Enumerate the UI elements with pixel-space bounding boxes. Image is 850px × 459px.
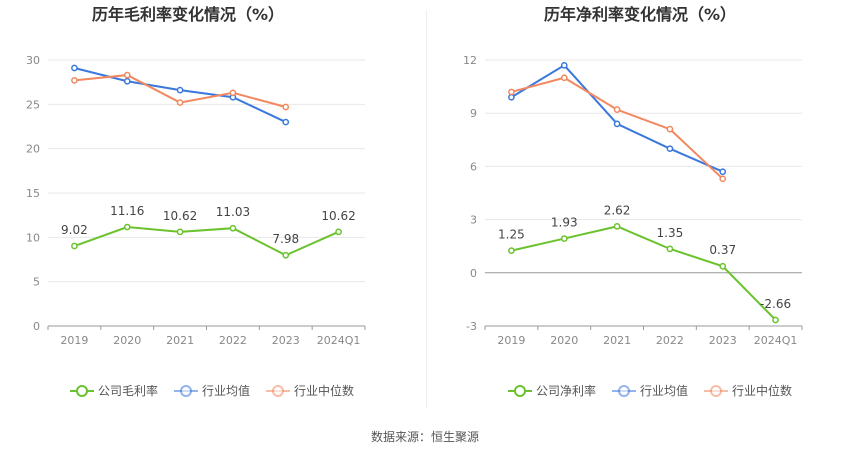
data-source-note: 数据来源：恒生聚源	[370, 430, 479, 444]
legend-label: 行业均值	[640, 383, 688, 398]
data-point-industry_median	[508, 88, 515, 96]
series-line-company	[511, 225, 777, 321]
data-point-industry_avg	[560, 61, 568, 69]
data-point-company	[229, 224, 237, 232]
chart-title: 历年净利率变化情况（%）	[544, 5, 736, 24]
y-tick-label: -3	[466, 320, 477, 333]
series-line-industry_median	[511, 76, 724, 180]
series-line-industry_avg	[74, 67, 287, 123]
data-point-company	[176, 228, 184, 236]
y-tick-label: 25	[26, 98, 40, 111]
data-point-industry_median	[282, 103, 290, 111]
y-tick-label: 12	[463, 54, 477, 67]
data-point-company	[666, 245, 674, 253]
data-point-industry_median	[123, 71, 131, 79]
data-point-industry_avg	[71, 64, 78, 72]
x-tick-label: 2024Q1	[317, 334, 361, 347]
chart-panel-2: 历年净利率变化情况（%） -3 0 3 6 9 12 2019 2020 2021 2022 2023…	[463, 5, 803, 398]
legend-item-industry_avg: 行业均值	[612, 383, 688, 398]
legend-marker	[514, 385, 526, 397]
x-tick-label: 2023	[272, 334, 300, 347]
data-label: 1.93	[551, 216, 578, 230]
data-point-industry_avg	[666, 145, 674, 153]
legend-marker	[272, 385, 284, 397]
legend-label: 行业中位数	[732, 383, 792, 398]
legend-item-industry_avg: 行业均值	[174, 383, 250, 398]
data-point-company	[613, 222, 621, 230]
data-point-industry_median	[71, 77, 78, 84]
data-point-company	[123, 223, 131, 231]
y-tick-label: 0	[470, 267, 477, 280]
x-tick-label: 2021	[166, 334, 194, 347]
legend-item-company: 公司净利率	[508, 383, 596, 398]
x-tick-label: 2019	[497, 334, 525, 347]
data-point-industry_avg	[719, 168, 727, 176]
data-point-company	[71, 242, 78, 250]
x-tick-label: 2019	[60, 334, 88, 347]
data-point-industry_avg	[176, 86, 184, 94]
x-tick-label: 2024Q1	[754, 334, 798, 347]
data-point-company	[282, 251, 290, 259]
y-tick-label: 5	[33, 276, 40, 289]
data-label: 1.25	[498, 228, 525, 242]
data-point-industry_median	[176, 99, 184, 106]
y-tick-label: 3	[470, 214, 477, 227]
data-label: 11.03	[216, 205, 250, 219]
legend-marker	[76, 385, 88, 397]
x-tick-label: 2022	[219, 334, 247, 347]
data-point-industry_median	[719, 175, 727, 183]
data-label: -2.66	[760, 297, 791, 311]
data-point-industry_median	[666, 125, 674, 133]
legend-item-industry_median: 行业中位数	[266, 383, 354, 398]
data-point-company	[772, 316, 779, 324]
data-point-industry_avg	[508, 93, 515, 101]
y-tick-label: 9	[470, 107, 477, 120]
data-point-industry_median	[560, 74, 568, 82]
y-tick-label: 20	[26, 143, 40, 156]
y-tick-label: 15	[26, 187, 40, 200]
data-point-company	[560, 235, 568, 242]
x-tick-label: 2023	[709, 334, 737, 347]
data-point-company	[335, 228, 342, 236]
chart-title: 历年毛利率变化情况（%）	[92, 5, 284, 24]
data-point-industry_median	[613, 106, 621, 114]
data-label: 0.37	[709, 243, 736, 257]
chart-panel-1: 历年毛利率变化情况（%） 0 5 10 15 20 25 30 2019 2020 2021 2022…	[26, 5, 366, 398]
y-tick-label: 6	[470, 160, 477, 173]
data-label: 10.62	[163, 209, 197, 223]
x-tick-label: 2020	[113, 334, 141, 347]
data-point-industry_avg	[123, 77, 131, 85]
legend-item-industry_median: 行业中位数	[704, 383, 792, 398]
legend-marker	[180, 385, 192, 397]
legend-label: 公司净利率	[536, 383, 596, 398]
x-tick-label: 2020	[550, 334, 578, 347]
data-point-industry_avg	[613, 120, 621, 128]
y-tick-label: 0	[33, 320, 40, 333]
x-tick-label: 2022	[656, 334, 684, 347]
y-tick-label: 30	[26, 54, 40, 67]
data-point-company	[719, 262, 727, 270]
data-point-company	[508, 247, 515, 254]
x-tick-label: 2021	[603, 334, 631, 347]
data-label: 2.62	[604, 203, 631, 217]
legend-label: 行业均值	[202, 383, 250, 398]
data-label: 10.62	[321, 209, 355, 223]
data-label: 7.98	[272, 232, 299, 246]
data-point-industry_median	[229, 89, 237, 97]
data-label: 1.35	[657, 226, 684, 240]
legend-label: 公司毛利率	[98, 383, 158, 398]
series-line-industry_avg	[510, 64, 724, 173]
legend-marker	[618, 385, 630, 397]
y-tick-label: 10	[26, 231, 40, 244]
data-point-industry_avg	[282, 118, 290, 126]
panel-divider	[426, 10, 427, 408]
legend-item-company: 公司毛利率	[70, 383, 158, 398]
legend-label: 行业中位数	[294, 383, 354, 398]
data-label: 9.02	[61, 223, 88, 237]
data-label: 11.16	[110, 204, 144, 218]
legend-marker	[710, 385, 722, 397]
series-line-company	[74, 226, 339, 257]
